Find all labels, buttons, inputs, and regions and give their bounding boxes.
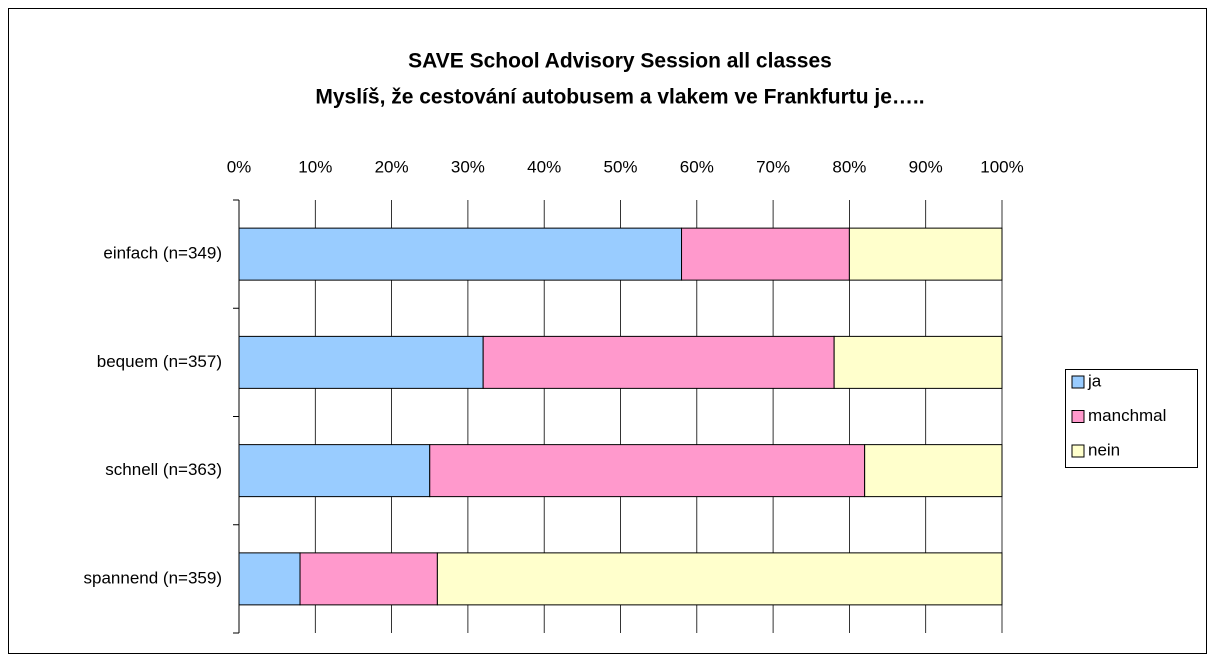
x-tick-label: 70%: [756, 157, 790, 176]
bar-segment: [864, 444, 1003, 498]
y-tick-label: bequem (n=357): [97, 352, 222, 371]
legend-swatch: [1071, 375, 1085, 389]
bar-segment: [833, 335, 1003, 389]
bar-segment: [681, 227, 850, 281]
bar-segment: [429, 444, 866, 498]
legend-label: manchmal: [1088, 406, 1166, 425]
x-tick-label: 60%: [680, 157, 714, 176]
y-tick-label: einfach (n=349): [103, 244, 222, 263]
bar-segment: [238, 227, 683, 281]
x-tick-label: 30%: [451, 157, 485, 176]
legend-label: nein: [1088, 440, 1120, 459]
bar-segment: [299, 552, 438, 606]
x-tick-label: 80%: [832, 157, 866, 176]
x-tick-label: 100%: [980, 157, 1023, 176]
chart-title: SAVE School Advisory Session all classes: [408, 50, 832, 73]
chart-border: [8, 8, 1207, 654]
legend-swatch: [1071, 444, 1085, 458]
x-tick-label: 50%: [603, 157, 637, 176]
legend-box: [1065, 369, 1198, 468]
bar-segment: [238, 335, 484, 389]
x-tick-label: 10%: [298, 157, 332, 176]
x-tick-label: 20%: [375, 157, 409, 176]
x-tick-label: 40%: [527, 157, 561, 176]
y-tick-label: schnell (n=363): [105, 460, 222, 479]
x-tick-label: 0%: [227, 157, 252, 176]
y-tick-label: spannend (n=359): [84, 568, 222, 587]
bar-segment: [238, 444, 431, 498]
bar-segment: [848, 227, 1003, 281]
legend-swatch: [1071, 410, 1085, 423]
bar-segment: [238, 552, 301, 606]
legend-label: ja: [1087, 371, 1102, 390]
chart-subtitle: Myslíš, že cestování autobusem a vlakem …: [315, 86, 924, 109]
x-tick-label: 90%: [909, 157, 943, 176]
bar-segment: [482, 335, 835, 389]
bar-segment: [436, 552, 1003, 606]
